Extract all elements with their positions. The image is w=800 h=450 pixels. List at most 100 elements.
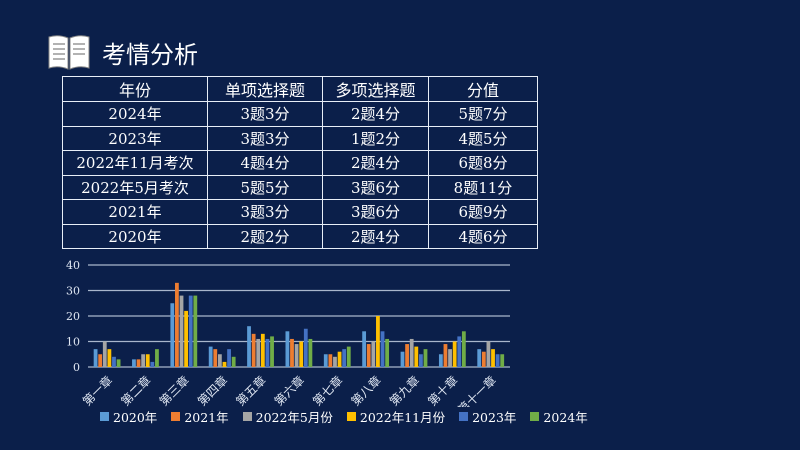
legend-item: 2020年 [100, 407, 157, 426]
legend-item: 2022年5月份 [242, 407, 333, 426]
legend-item: 2022年11月份 [346, 407, 445, 426]
table-cell: 2021年 [62, 199, 208, 225]
legend-swatch [346, 412, 356, 421]
bar [500, 354, 505, 367]
table-cell: 3题6分 [322, 199, 429, 225]
bar [346, 346, 351, 367]
table-cell: 4题5分 [428, 125, 538, 151]
legend-label: 2023年 [472, 410, 517, 425]
bar [477, 349, 482, 367]
bar [405, 344, 409, 367]
bar [303, 328, 308, 367]
bar [400, 351, 405, 367]
table-cell: 3题3分 [207, 125, 323, 151]
table-cell: 2题2分 [207, 223, 323, 249]
table-cell: 2022年5月考次 [62, 174, 208, 200]
legend-swatch [100, 412, 109, 421]
column-header: 分值 [428, 76, 538, 102]
bar [116, 359, 121, 367]
bar [188, 295, 193, 367]
bar [452, 341, 457, 367]
table-row: 2022年11月考次 4题4分 2题4分 6题8分 [62, 150, 538, 176]
x-tick-label: 第十一章 [454, 373, 499, 407]
bar [260, 333, 265, 367]
exam-analysis-table: 年份 单项选择题 多项选择题 分值 2024年 3题3分 2题4分 5题7分 2023年… [62, 76, 538, 249]
bar [290, 338, 294, 367]
open-book-icon [48, 35, 90, 70]
bar [93, 349, 98, 367]
bar [423, 349, 428, 367]
bar [342, 349, 347, 367]
x-tick-label: 第一章 [79, 373, 115, 407]
table-cell: 6题8分 [428, 150, 538, 176]
x-tick-label: 第二章 [118, 373, 154, 407]
bar [294, 344, 299, 367]
x-tick-label: 第五章 [233, 373, 269, 407]
x-tick-label: 第四章 [194, 373, 230, 407]
bar [170, 303, 175, 367]
bar [328, 354, 333, 367]
table-cell: 2题4分 [322, 101, 429, 127]
table-header-row: 年份 单项选择题 多项选择题 分值 [62, 76, 538, 102]
chart-legend: 2020年 2021年 2022年5月份 2022年11月份 2023年 2024年 [100, 407, 588, 426]
y-tick-label: 40 [66, 259, 80, 272]
bar [414, 346, 419, 367]
table-cell: 2024年 [62, 101, 208, 127]
bar [299, 341, 304, 367]
x-tick-label: 第六章 [271, 373, 307, 407]
bar [486, 341, 491, 367]
bar [457, 336, 462, 367]
legend-swatch [171, 412, 181, 421]
bar [179, 295, 184, 367]
bar [371, 341, 376, 367]
bar [333, 356, 337, 367]
bar [323, 354, 328, 367]
table-row: 2024年 3题3分 2题4分 5题7分 [62, 101, 538, 127]
bar [337, 351, 342, 367]
column-header: 单项选择题 [207, 76, 323, 102]
bar [227, 349, 231, 367]
page-title: 考情分析 [102, 40, 198, 69]
bar [247, 326, 251, 367]
bar [481, 351, 486, 367]
bar [107, 349, 112, 367]
column-header: 年份 [62, 76, 208, 102]
y-tick-label: 10 [66, 336, 80, 349]
bar [256, 338, 261, 367]
table-cell: 4题6分 [428, 223, 538, 249]
legend-label: 2021年 [184, 410, 229, 425]
bar [443, 344, 448, 367]
table-cell: 2题4分 [322, 150, 429, 176]
bar [380, 331, 385, 367]
bar [409, 338, 414, 367]
bar [308, 338, 313, 367]
table-cell: 3题6分 [322, 174, 429, 200]
bar [208, 346, 213, 367]
bar [112, 356, 116, 367]
x-tick-label: 第七章 [309, 373, 345, 407]
bar [385, 338, 390, 367]
table-cell: 2023年 [62, 125, 208, 151]
table-row: 2021年 3题3分 3题6分 6题9分 [62, 199, 538, 225]
bar [175, 282, 179, 367]
table-cell: 4题4分 [207, 150, 323, 176]
table-cell: 1题2分 [322, 125, 429, 151]
table-cell: 3题3分 [207, 101, 323, 127]
bar [265, 338, 270, 367]
bar [251, 333, 256, 367]
bar [448, 349, 452, 367]
y-tick-label: 20 [66, 310, 80, 323]
bar [136, 359, 141, 367]
table-row: 2023年 3题3分 1题2分 4题5分 [62, 125, 538, 151]
bar [491, 349, 495, 367]
bar [376, 316, 380, 367]
bar [184, 310, 189, 367]
table-row: 2020年 2题2分 2题4分 4题6分 [62, 223, 538, 249]
table-cell: 2020年 [62, 223, 208, 249]
legend-item: 2024年 [530, 407, 588, 426]
table-cell: 3题3分 [207, 199, 323, 225]
bar [362, 331, 367, 367]
legend-label: 2022年5月份 [255, 410, 333, 425]
bar [418, 354, 423, 367]
table-cell: 8题11分 [428, 174, 538, 200]
